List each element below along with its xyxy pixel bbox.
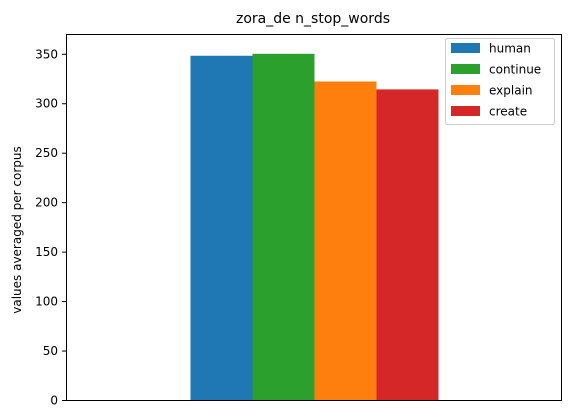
y-tick-label: 300 bbox=[35, 97, 58, 111]
legend-label-explain: explain bbox=[489, 84, 533, 98]
plot-frame bbox=[66, 34, 562, 401]
y-tick-label: 0 bbox=[50, 394, 58, 408]
legend-label-create: create bbox=[489, 105, 527, 119]
y-tick-label: 200 bbox=[35, 196, 58, 210]
chart-title: zora_de n_stop_words bbox=[236, 11, 390, 27]
y-tick-label: 150 bbox=[35, 245, 58, 259]
legend-label-continue: continue bbox=[489, 63, 541, 77]
bar-explain bbox=[314, 81, 377, 400]
y-tick-label: 50 bbox=[43, 344, 58, 358]
y-axis: 0 50 100 150 200 250 300 350 bbox=[35, 47, 66, 408]
y-tick-label: 250 bbox=[35, 146, 58, 160]
legend-label-human: human bbox=[489, 42, 531, 56]
y-tick-label: 100 bbox=[35, 295, 58, 309]
y-axis-label: values averaged per corpus bbox=[10, 146, 24, 314]
legend-box bbox=[445, 38, 555, 125]
legend-swatch-create bbox=[451, 106, 480, 116]
bar-human bbox=[190, 55, 253, 401]
legend: human continue explain create bbox=[445, 38, 555, 125]
legend-swatch-explain bbox=[451, 85, 480, 95]
bar-create bbox=[376, 89, 439, 400]
bar-continue bbox=[252, 53, 315, 400]
legend-swatch-continue bbox=[451, 64, 480, 74]
bars-group bbox=[190, 53, 439, 401]
legend-swatch-human bbox=[451, 43, 480, 53]
y-tick-label: 350 bbox=[35, 47, 58, 61]
